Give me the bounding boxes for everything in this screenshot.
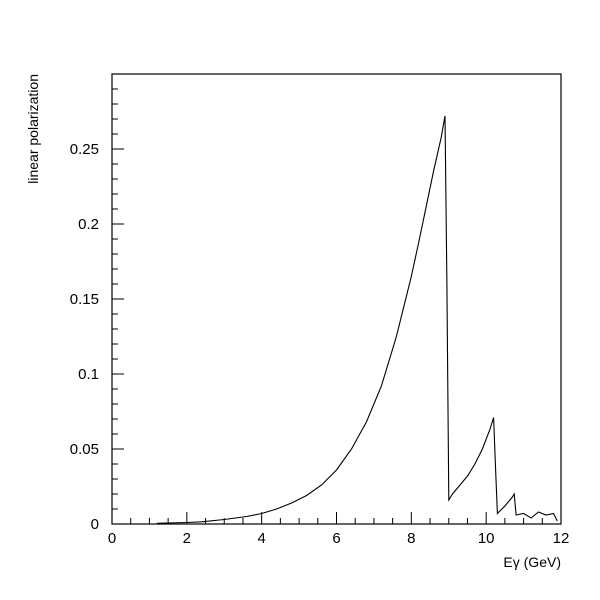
y-tick-label: 0.25 — [70, 141, 99, 158]
x-tick-label: 2 — [183, 530, 191, 547]
x-tick-label: 4 — [257, 530, 265, 547]
x-tick-label: 12 — [553, 530, 570, 547]
y-tick-label: 0 — [91, 516, 99, 533]
plot-frame — [111, 73, 562, 525]
tick-labels: 0 2 4 6 8 10 12 0 0.05 0.1 0.15 0.2 0.25 — [70, 141, 570, 547]
y-tick-label: 0.2 — [78, 216, 99, 233]
polarization-curve — [156, 115, 558, 524]
y-axis-label: linear polarization — [25, 74, 41, 184]
x-tick-label: 6 — [332, 530, 340, 547]
y-tick-label: 0.1 — [78, 366, 99, 383]
x-tick-label: 10 — [478, 530, 495, 547]
y-tick-label: 0.15 — [70, 291, 99, 308]
x-tick-label: 8 — [407, 530, 415, 547]
y-tick-label: 0.05 — [70, 441, 99, 458]
x-tick-label: 0 — [108, 530, 116, 547]
x-axis-label: Eγ (GeV) — [503, 554, 561, 570]
